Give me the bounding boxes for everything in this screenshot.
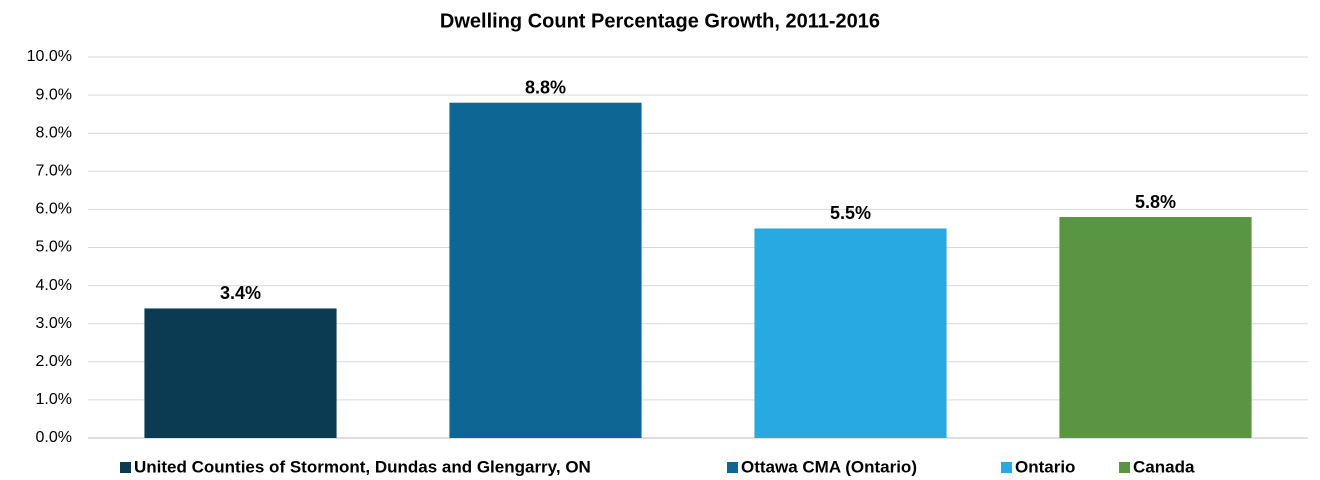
- legend-label: Ottawa CMA (Ontario): [741, 457, 917, 476]
- y-tick-label: 10.0%: [27, 48, 72, 65]
- bar: [144, 308, 337, 438]
- legend-swatch: [1001, 462, 1012, 473]
- value-label: 5.5%: [830, 203, 871, 223]
- legend-label: Canada: [1133, 457, 1195, 476]
- bar: [449, 102, 642, 438]
- value-label: 3.4%: [220, 283, 261, 303]
- legend-swatch: [1119, 462, 1130, 473]
- y-tick-label: 4.0%: [36, 277, 72, 294]
- y-tick-label: 5.0%: [36, 239, 72, 256]
- y-tick-label: 3.0%: [36, 315, 72, 332]
- value-label: 5.8%: [1135, 192, 1176, 212]
- bar: [1059, 217, 1252, 438]
- chart-title: Dwelling Count Percentage Growth, 2011-2…: [440, 10, 880, 32]
- legend-swatch: [120, 462, 131, 473]
- y-tick-label: 8.0%: [36, 124, 72, 141]
- legend-label: Ontario: [1015, 457, 1075, 476]
- legend-label: United Counties of Stormont, Dundas and …: [134, 457, 591, 476]
- legend-swatch: [727, 462, 738, 473]
- bar: [754, 228, 947, 438]
- y-tick-label: 1.0%: [36, 391, 72, 408]
- y-tick-label: 7.0%: [36, 163, 72, 180]
- y-tick-label: 2.0%: [36, 353, 72, 370]
- y-tick-label: 0.0%: [36, 429, 72, 446]
- value-label: 8.8%: [525, 77, 566, 97]
- y-tick-label: 6.0%: [36, 201, 72, 218]
- y-tick-label: 9.0%: [36, 86, 72, 103]
